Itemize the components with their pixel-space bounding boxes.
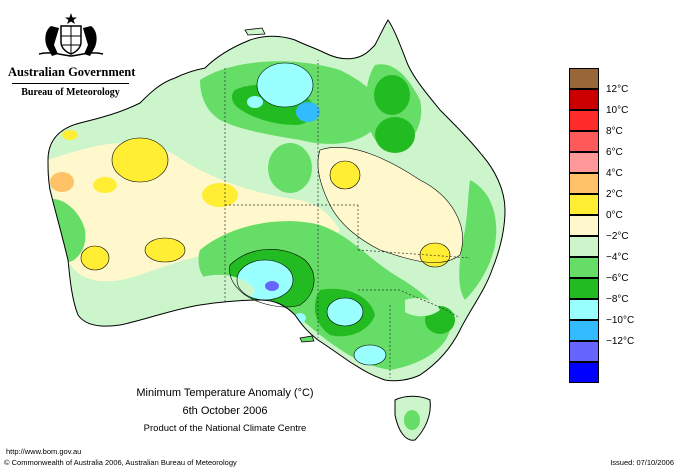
legend-label: −2°C: [606, 231, 629, 242]
legend-swatch: [569, 257, 599, 278]
coastline: [47, 19, 506, 382]
legend-swatch: [569, 215, 599, 236]
legend-label: −8°C: [606, 294, 629, 305]
legend-label: 4°C: [606, 168, 623, 179]
legend-label: 6°C: [606, 147, 623, 158]
legend-swatch: [569, 362, 599, 383]
government-logo: Australian Government Bureau of Meteorol…: [8, 10, 136, 98]
legend-swatch: [569, 173, 599, 194]
government-name: Australian Government: [8, 65, 136, 79]
copyright: © Commonwealth of Australia 2006, Austra…: [4, 458, 237, 467]
legend-label: 2°C: [606, 189, 623, 200]
legend-label: 10°C: [606, 105, 629, 116]
legend-label: −4°C: [606, 252, 629, 263]
legend-swatch: [569, 110, 599, 131]
legend-swatch: [569, 320, 599, 341]
commonwealth-coat-of-arms-icon: [38, 13, 103, 57]
legend-swatch: [569, 194, 599, 215]
legend-label: −6°C: [606, 273, 629, 284]
legend-swatch: [569, 299, 599, 320]
legend-swatch: [569, 236, 599, 257]
legend-label: 0°C: [606, 210, 623, 221]
legend-swatch: [569, 131, 599, 152]
legend-label: 8°C: [606, 126, 623, 137]
legend-swatch: [569, 152, 599, 173]
map-date: 6th October 2006: [182, 405, 268, 417]
website-link[interactable]: http://www.bom.gov.au: [6, 447, 82, 456]
legend-swatch: [569, 278, 599, 299]
legend-swatch: [569, 89, 599, 110]
department-name: Bureau of Meteorology: [21, 87, 120, 98]
legend-label: −12°C: [606, 336, 635, 347]
legend-swatch: [569, 341, 599, 362]
map-title: Minimum Temperature Anomaly (°C): [136, 387, 314, 399]
issued-date: Issued: 07/10/2006: [610, 458, 674, 467]
legend-label: 12°C: [606, 84, 629, 95]
state-borders: [224, 60, 471, 378]
map-product: Product of the National Climate Centre: [143, 423, 307, 434]
legend-swatch: [569, 68, 599, 89]
legend-label: −10°C: [606, 315, 635, 326]
divider: [12, 83, 129, 84]
